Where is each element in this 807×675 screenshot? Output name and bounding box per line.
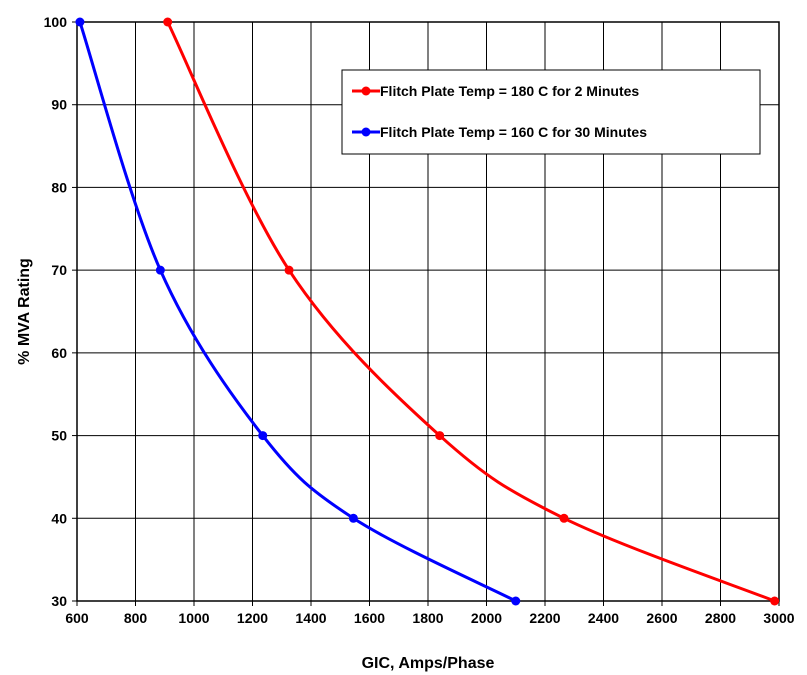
y-tick-label: 30 (51, 593, 67, 609)
legend-swatch-marker (361, 86, 371, 96)
data-point (348, 513, 358, 523)
x-tick-label: 1000 (178, 610, 209, 626)
y-tick-label: 100 (44, 14, 68, 30)
y-axis-label: % MVA Rating (16, 258, 33, 365)
data-point (284, 265, 294, 275)
y-tick-label: 80 (51, 179, 67, 195)
x-tick-label: 2800 (705, 610, 736, 626)
data-point (75, 17, 85, 27)
y-tick-label: 50 (51, 428, 67, 444)
x-axis-ticks: 600 800 1000 1200 1400 1600 1800 2000 2200 2400 26… (65, 601, 795, 626)
legend-label: Flitch Plate Temp = 180 C for 2 Minutes (380, 83, 639, 99)
data-point (258, 431, 268, 441)
legend: Flitch Plate Temp = 180 C for 2 Minutes F… (341, 69, 761, 155)
legend-swatch-marker (361, 127, 371, 137)
series-group (75, 17, 780, 606)
x-tick-label: 2400 (588, 610, 619, 626)
data-point (559, 513, 569, 523)
data-point (435, 431, 445, 441)
series-2 (75, 17, 521, 606)
data-point (511, 596, 521, 606)
x-tick-label: 2600 (646, 610, 677, 626)
series-line (78, 21, 517, 603)
x-tick-label: 800 (124, 610, 148, 626)
legend-label: Flitch Plate Temp = 160 C for 30 Minutes (380, 124, 647, 140)
y-tick-label: 40 (51, 510, 67, 526)
y-tick-label: 70 (51, 262, 67, 278)
x-tick-label: 1200 (237, 610, 268, 626)
legend-box (341, 69, 761, 155)
x-tick-label: 1600 (354, 610, 385, 626)
legend-item: Flitch Plate Temp = 160 C for 30 Minutes (352, 124, 647, 140)
x-tick-label: 2200 (529, 610, 560, 626)
series-1 (163, 17, 780, 606)
x-tick-label: 2000 (471, 610, 502, 626)
x-tick-label: 600 (65, 610, 89, 626)
y-tick-label: 90 (51, 97, 67, 113)
data-point (155, 265, 165, 275)
series-line (166, 21, 776, 603)
x-axis-label: GIC, Amps/Phase (362, 655, 495, 672)
data-point (770, 596, 780, 606)
x-tick-label: 3000 (763, 610, 794, 626)
x-tick-label: 1400 (295, 610, 326, 626)
y-axis-ticks: 30 40 50 60 70 80 90 100 (44, 14, 77, 609)
data-point (163, 17, 173, 27)
x-tick-label: 1800 (412, 610, 443, 626)
legend-item: Flitch Plate Temp = 180 C for 2 Minutes (352, 83, 639, 99)
y-tick-label: 60 (51, 345, 67, 361)
